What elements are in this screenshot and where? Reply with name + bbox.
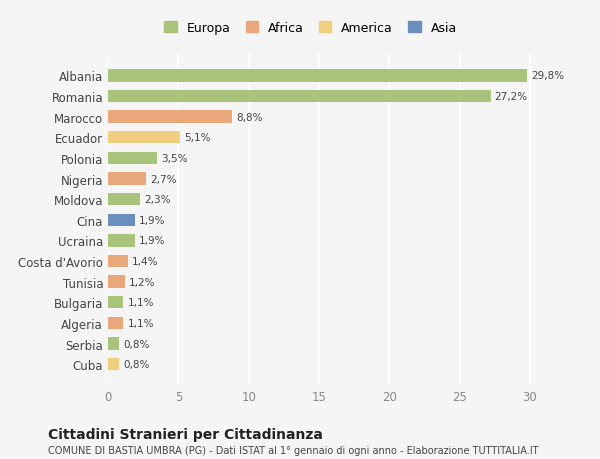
Bar bbox=[108, 317, 124, 330]
Bar bbox=[108, 297, 124, 309]
Text: 1,1%: 1,1% bbox=[128, 318, 154, 328]
Bar bbox=[108, 338, 119, 350]
Bar bbox=[108, 70, 527, 83]
Bar bbox=[108, 358, 119, 370]
Text: 3,5%: 3,5% bbox=[161, 154, 188, 163]
Bar bbox=[108, 173, 146, 185]
Text: 27,2%: 27,2% bbox=[495, 92, 528, 102]
Text: 0,8%: 0,8% bbox=[124, 339, 150, 349]
Text: 5,1%: 5,1% bbox=[184, 133, 211, 143]
Bar bbox=[108, 255, 128, 268]
Bar bbox=[108, 194, 140, 206]
Bar bbox=[108, 111, 232, 123]
Text: 8,8%: 8,8% bbox=[236, 112, 262, 123]
Bar bbox=[108, 152, 157, 165]
Text: 1,9%: 1,9% bbox=[139, 236, 166, 246]
Bar bbox=[108, 276, 125, 288]
Text: 2,7%: 2,7% bbox=[150, 174, 176, 184]
Bar bbox=[108, 132, 180, 144]
Text: 1,4%: 1,4% bbox=[132, 257, 158, 267]
Bar bbox=[108, 235, 135, 247]
Text: 1,9%: 1,9% bbox=[139, 215, 166, 225]
Text: COMUNE DI BASTIA UMBRA (PG) - Dati ISTAT al 1° gennaio di ogni anno - Elaborazio: COMUNE DI BASTIA UMBRA (PG) - Dati ISTAT… bbox=[48, 445, 539, 455]
Text: 29,8%: 29,8% bbox=[531, 71, 565, 81]
Text: 1,1%: 1,1% bbox=[128, 297, 154, 308]
Bar bbox=[108, 214, 135, 226]
Text: 0,8%: 0,8% bbox=[124, 359, 150, 369]
Text: Cittadini Stranieri per Cittadinanza: Cittadini Stranieri per Cittadinanza bbox=[48, 427, 323, 441]
Text: 2,3%: 2,3% bbox=[145, 195, 171, 205]
Text: 1,2%: 1,2% bbox=[129, 277, 155, 287]
Bar bbox=[108, 91, 491, 103]
Legend: Europa, Africa, America, Asia: Europa, Africa, America, Asia bbox=[160, 18, 461, 39]
